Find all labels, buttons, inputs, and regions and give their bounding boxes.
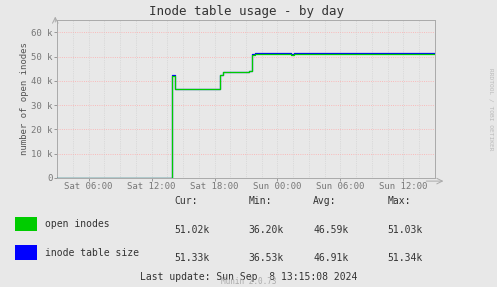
- Text: open inodes: open inodes: [45, 219, 109, 229]
- Text: 51.34k: 51.34k: [388, 253, 423, 263]
- Text: Min:: Min:: [248, 196, 272, 206]
- Text: 36.53k: 36.53k: [248, 253, 284, 263]
- Text: Max:: Max:: [388, 196, 411, 206]
- Text: 46.59k: 46.59k: [313, 225, 348, 234]
- Text: 51.02k: 51.02k: [174, 225, 209, 234]
- Text: 51.33k: 51.33k: [174, 253, 209, 263]
- Text: 46.91k: 46.91k: [313, 253, 348, 263]
- Text: Last update: Sun Sep  8 13:15:08 2024: Last update: Sun Sep 8 13:15:08 2024: [140, 272, 357, 282]
- Text: 36.20k: 36.20k: [248, 225, 284, 234]
- Text: Avg:: Avg:: [313, 196, 336, 206]
- Text: Cur:: Cur:: [174, 196, 197, 206]
- Text: Munin 2.0.73: Munin 2.0.73: [221, 277, 276, 286]
- Text: RRDTOOL / TOBI OETIKER: RRDTOOL / TOBI OETIKER: [488, 68, 493, 150]
- Y-axis label: number of open inodes: number of open inodes: [20, 42, 29, 156]
- Text: 51.03k: 51.03k: [388, 225, 423, 234]
- Text: inode table size: inode table size: [45, 248, 139, 257]
- Title: Inode table usage - by day: Inode table usage - by day: [149, 5, 343, 18]
